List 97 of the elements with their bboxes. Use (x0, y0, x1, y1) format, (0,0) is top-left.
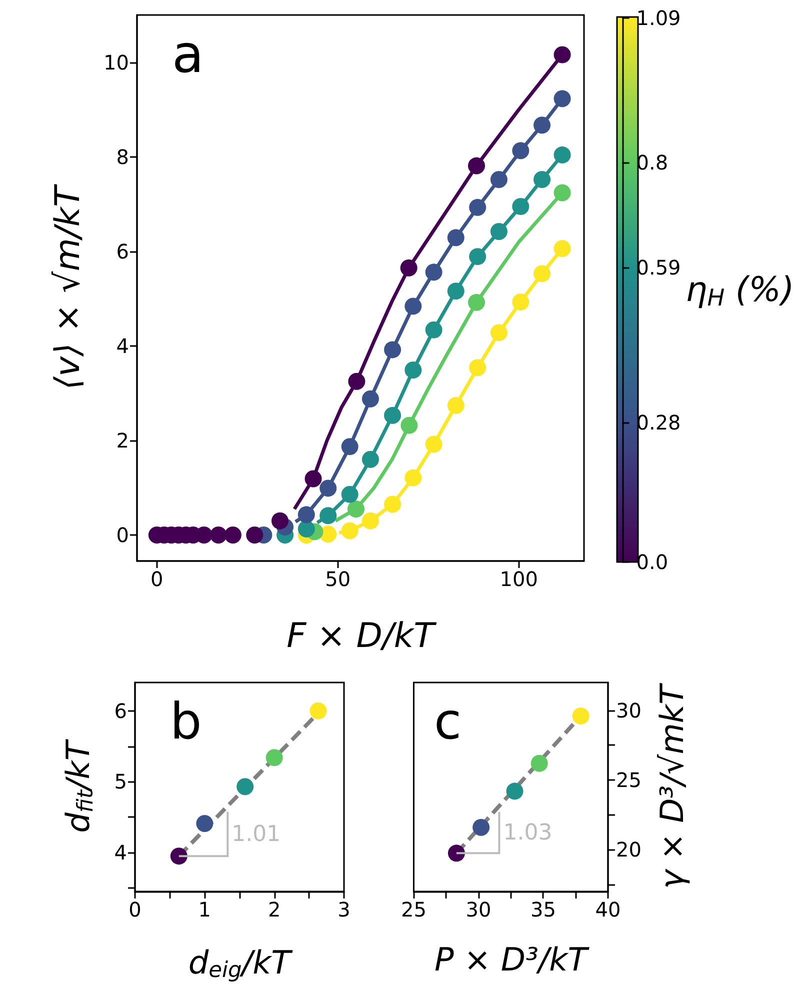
point (362, 390, 379, 408)
x-tick-label: 35 (530, 898, 556, 922)
point (404, 469, 422, 486)
x-tick-label: 0 (150, 567, 164, 591)
annotation: b (170, 692, 202, 750)
point (384, 341, 402, 358)
x-tick-label: 2 (268, 898, 281, 922)
y-tick-label: 6 (114, 698, 127, 723)
point (554, 90, 571, 108)
point (320, 507, 337, 524)
x-tick-label: 40 (595, 898, 621, 922)
point (572, 707, 590, 724)
point (310, 702, 327, 720)
x-tick-label: 3 (338, 898, 350, 922)
point (362, 512, 379, 530)
point (468, 157, 486, 174)
y-axis-title: ⟨v⟩ × √m/kT (48, 184, 88, 390)
annotation: c (434, 692, 462, 750)
point (534, 265, 551, 282)
point (490, 223, 508, 240)
point (512, 293, 530, 310)
y-tick-label: 25 (616, 768, 642, 792)
color-bar-label: 0.28 (636, 410, 681, 434)
point (490, 171, 508, 188)
color-bar-label: 1.09 (636, 6, 681, 30)
y-axis-title: γ × D³/√mkT (653, 682, 691, 889)
point (506, 782, 524, 800)
color-bar-label: 0.8 (636, 150, 668, 175)
point (400, 416, 418, 434)
point (472, 818, 490, 836)
point (384, 406, 402, 424)
point (469, 359, 486, 376)
y-tick-label: 4 (114, 840, 127, 865)
x-tick-label: 1 (198, 898, 212, 922)
x-tick-label: 100 (500, 567, 538, 591)
point (210, 526, 227, 544)
y-tick-label: 10 (104, 50, 129, 74)
y-tick-label: 20 (616, 838, 642, 862)
point (425, 436, 442, 453)
point (447, 229, 464, 246)
annotation: a (172, 25, 204, 85)
point (196, 814, 214, 832)
point (447, 282, 464, 300)
point (341, 438, 358, 456)
point (469, 198, 486, 216)
y-tick-label: 8 (116, 144, 129, 169)
annotation: 1.01 (232, 822, 281, 847)
point (341, 486, 358, 503)
point (425, 264, 442, 281)
point (534, 116, 551, 134)
x-tick-label: 25 (401, 898, 426, 922)
point (320, 480, 337, 497)
point (468, 294, 486, 311)
point (304, 470, 322, 488)
point (298, 506, 315, 524)
point (246, 526, 264, 544)
x-axis-title: F × D/kT (286, 616, 437, 656)
point (384, 496, 402, 513)
point (271, 512, 288, 530)
y-axis-title: dfit/kT (59, 738, 98, 833)
point (554, 46, 571, 64)
point (512, 198, 530, 215)
point (348, 372, 366, 390)
point (530, 754, 548, 772)
point (512, 142, 530, 160)
x-tick-label: 50 (325, 567, 351, 591)
point (298, 520, 315, 538)
point (447, 396, 464, 414)
x-axis-title: P × D³/kT (434, 940, 590, 978)
point (404, 298, 422, 315)
point (469, 248, 486, 266)
point (490, 324, 508, 342)
y-tick-label: 5 (114, 770, 127, 794)
y-tick-label: 2 (116, 428, 129, 452)
point (554, 146, 571, 164)
point (448, 844, 465, 862)
y-tick-label: 30 (616, 698, 642, 722)
point (362, 450, 379, 468)
y-tick-label: 4 (116, 334, 129, 358)
point (404, 362, 422, 379)
y-tick-label: 6 (116, 239, 129, 264)
color-bar-label: 0.59 (636, 256, 681, 280)
point (266, 749, 283, 766)
annotation: 1.03 (503, 820, 552, 846)
point (236, 778, 254, 796)
x-tick-label: 30 (466, 898, 492, 922)
point (347, 500, 364, 518)
point (425, 321, 442, 338)
point (400, 259, 418, 276)
point (341, 522, 358, 540)
y-tick-label: 0 (116, 523, 129, 547)
point (534, 171, 551, 188)
point (170, 848, 188, 865)
point (224, 526, 242, 544)
point (554, 240, 571, 258)
color-bar-label: 0.0 (636, 550, 668, 574)
point (554, 184, 571, 202)
